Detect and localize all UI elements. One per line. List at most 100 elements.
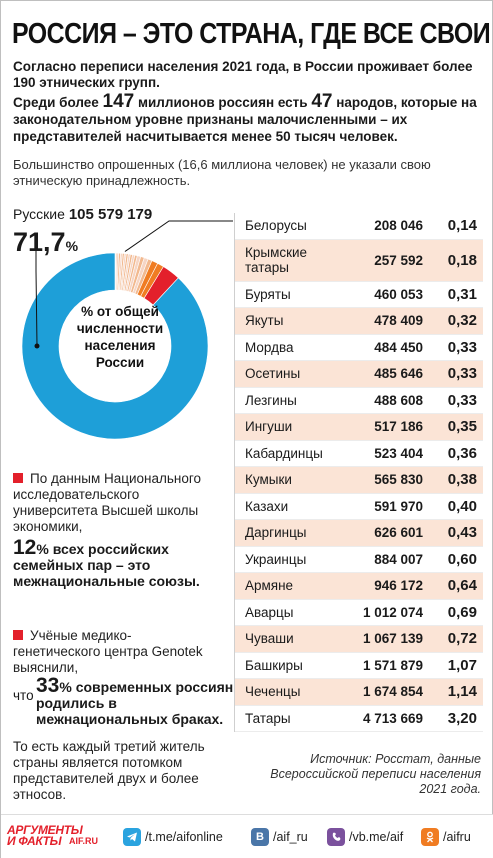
table-row: Якуты 478 409 0,32 xyxy=(235,308,483,335)
russians-label: Русские 105 579 179 xyxy=(13,206,152,223)
table-row: Армяне 946 172 0,64 xyxy=(235,573,483,600)
table-row: Мордва 484 450 0,33 xyxy=(235,335,483,361)
russians-percent: 71,7% xyxy=(13,227,78,258)
viber-icon xyxy=(327,828,345,846)
population-count: 1 067 139 xyxy=(362,631,423,647)
russians-leader-dot xyxy=(34,343,40,349)
vk-handle: /aif_ru xyxy=(273,830,308,844)
population-count: 208 046 xyxy=(374,218,423,234)
nationality-name: Мордва xyxy=(245,339,294,355)
population-count: 1 012 074 xyxy=(362,604,423,620)
nationality-name: Казахи xyxy=(245,498,289,514)
table-row: Аварцы 1 012 074 0,69 xyxy=(235,600,483,626)
ok-icon xyxy=(421,828,439,846)
page-title: РОССИЯ – ЭТО СТРАНА, ГДЕ ВСЕ СВОИ xyxy=(12,18,491,50)
note-hse-text: По данным Национального исследовательско… xyxy=(13,471,202,534)
nationality-name: Кумыки xyxy=(245,472,292,488)
nationality-name: Аварцы xyxy=(245,604,294,620)
table-row: Осетины 485 646 0,33 xyxy=(235,361,483,388)
table-row: Чеченцы 1 674 854 1,14 xyxy=(235,679,483,706)
vk-icon: В xyxy=(251,828,269,846)
nationality-name: Башкиры xyxy=(245,657,303,673)
intro-text: Согласно переписи населения 2021 года, в… xyxy=(13,59,473,90)
donut-center-label: % от общей численности населения России xyxy=(76,304,164,370)
population-percent: 0,33 xyxy=(447,338,477,356)
population-percent: 0,40 xyxy=(447,497,477,515)
note-genotek: Учёные медико-генетического центра Genot… xyxy=(13,628,218,676)
ok-link[interactable]: /aifru xyxy=(421,827,471,847)
fact-number-1: 147 xyxy=(102,91,135,112)
population-percent: 0,33 xyxy=(447,365,477,383)
table-leader-line xyxy=(124,220,233,252)
russians-count: 105 579 179 xyxy=(68,206,153,223)
telegram-handle: /t.me/aifonline xyxy=(145,830,223,844)
stat-hse-number: 12 xyxy=(13,536,37,559)
russians-name: Русские xyxy=(13,206,65,222)
fact-mid: миллионов россиян есть xyxy=(134,95,312,110)
vk-link[interactable]: В /aif_ru xyxy=(251,827,308,847)
nationality-name: Чеченцы xyxy=(245,684,301,700)
table-row: Татары 4 713 669 3,20 xyxy=(235,706,483,732)
population-count: 626 601 xyxy=(374,525,423,541)
stat-genotek-pre: что xyxy=(13,688,34,703)
population-count: 884 007 xyxy=(374,551,423,567)
population-percent: 0,32 xyxy=(447,312,477,330)
population-count: 591 970 xyxy=(374,498,423,514)
stat-hse: 12% всех российских семейных пар – это м… xyxy=(13,537,223,589)
population-count: 488 608 xyxy=(374,392,423,408)
telegram-link[interactable]: /t.me/aifonline xyxy=(123,827,223,847)
nationality-name: Даргинцы xyxy=(245,525,307,541)
population-count: 484 450 xyxy=(374,339,423,355)
stat-hse-text: % всех российских семейных пар – это меж… xyxy=(13,541,200,589)
population-percent: 0,31 xyxy=(447,285,477,303)
population-count: 523 404 xyxy=(374,445,423,461)
table-row: Кабардинцы 523 404 0,36 xyxy=(235,441,483,467)
table-row: Даргинцы 626 601 0,43 xyxy=(235,520,483,547)
note-genotek-text: Учёные медико-генетического центра Genot… xyxy=(13,628,203,675)
logo-site: AIF.RU xyxy=(69,836,98,846)
population-count: 1 674 854 xyxy=(362,684,423,700)
table-row: Башкиры 1 571 879 1,07 xyxy=(235,653,483,679)
fact-number-2: 47 xyxy=(311,91,333,112)
population-count: 946 172 xyxy=(374,578,423,594)
table-row: Крымские татары 257 592 0,18 xyxy=(235,239,483,282)
nationality-name: Крымские татары xyxy=(245,245,308,275)
nationality-name: Украинцы xyxy=(245,551,307,567)
logo-line-1: АРГУМЕНТЫ xyxy=(7,823,83,837)
red-square-icon xyxy=(13,630,23,640)
nationality-name: Ингуши xyxy=(245,419,293,435)
table-row: Ингуши 517 186 0,35 xyxy=(235,414,483,441)
population-percent: 3,20 xyxy=(447,709,477,727)
population-count: 460 053 xyxy=(374,286,423,302)
population-count: 4 713 669 xyxy=(362,710,423,726)
note-hse: По данным Национального исследовательско… xyxy=(13,471,218,535)
nationality-name: Осетины xyxy=(245,366,301,382)
population-percent: 0,60 xyxy=(447,550,477,568)
nationality-name: Кабардинцы xyxy=(245,445,323,461)
population-count: 485 646 xyxy=(374,366,423,382)
aif-logo[interactable]: АРГУМЕНТЫ И ФАКТЫ AIF.RU xyxy=(7,823,107,849)
nationality-name: Белорусы xyxy=(245,218,307,234)
nationality-name: Армяне xyxy=(245,578,294,594)
stat-genotek: 33% современных россиян родились в межна… xyxy=(36,675,236,727)
nationality-name: Лезгины xyxy=(245,392,297,408)
viber-link[interactable]: /vb.me/aif xyxy=(327,827,403,847)
fact-text: Среди более 147 миллионов россиян есть 4… xyxy=(13,91,488,145)
nationality-name: Чуваши xyxy=(245,631,294,647)
source-note: Источник: Росстат, данные Всероссийской … xyxy=(270,752,481,796)
donut-chart xyxy=(21,220,233,440)
table-row: Белорусы 208 046 0,14 xyxy=(235,213,483,240)
population-count: 257 592 xyxy=(374,252,423,268)
population-percent: 0,72 xyxy=(447,630,477,648)
population-count: 517 186 xyxy=(374,419,423,435)
stat-genotek-text: % современных россиян родились в межнаци… xyxy=(36,679,234,727)
russians-pct-value: 71,7 xyxy=(13,227,66,257)
population-count: 478 409 xyxy=(374,313,423,329)
footer: АРГУМЕНТЫ И ФАКТЫ AIF.RU /t.me/aifonline… xyxy=(1,814,493,858)
population-percent: 0,38 xyxy=(447,471,477,489)
telegram-icon xyxy=(123,828,141,846)
viber-handle: /vb.me/aif xyxy=(349,830,404,844)
population-percent: 0,18 xyxy=(447,251,477,269)
unspecified-note: Большинство опрошенных (16,6 миллиона че… xyxy=(13,157,431,188)
